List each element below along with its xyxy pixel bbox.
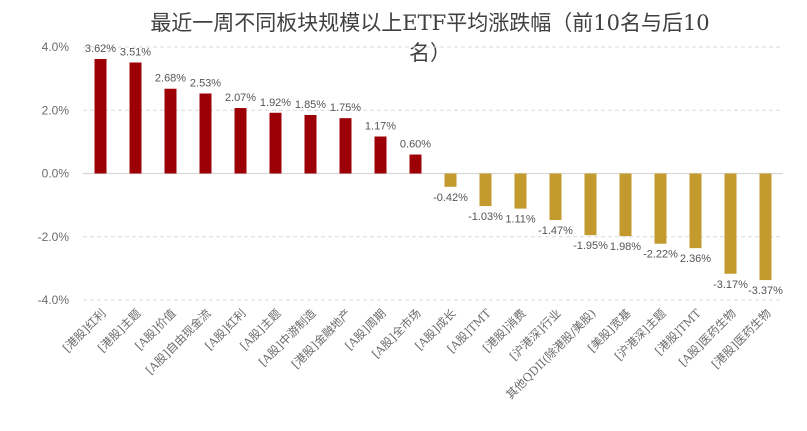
bar	[199, 93, 212, 174]
data-label: 2.68%	[155, 73, 186, 85]
bar	[304, 114, 317, 174]
y-tick-label: -4.0%	[38, 293, 70, 307]
data-label: -1.47%	[538, 225, 573, 237]
bar	[164, 88, 177, 174]
y-tick-label: 4.0%	[42, 40, 70, 54]
bar	[514, 173, 527, 209]
data-label: 2.53%	[190, 77, 221, 89]
data-label: 0.60%	[400, 139, 431, 151]
data-label: 1.11%	[505, 214, 536, 226]
bar	[444, 173, 457, 187]
bar	[619, 173, 632, 237]
bar	[549, 173, 562, 220]
bar	[339, 118, 352, 174]
bar	[654, 173, 667, 244]
data-label: 1.85%	[295, 99, 326, 111]
y-tick-label: 2.0%	[42, 103, 70, 117]
data-label: -3.37%	[748, 285, 783, 297]
y-tick-label: -2.0%	[38, 230, 70, 244]
data-label: 2.07%	[225, 92, 256, 104]
bar	[234, 108, 247, 174]
chart-title-line-1: 最近一周不同板块规模以上ETF平均涨跌幅（前10名与后10	[150, 11, 709, 35]
bar	[584, 173, 597, 236]
bar	[479, 173, 492, 207]
data-label: 1.75%	[330, 102, 361, 114]
bar	[759, 173, 772, 281]
bar	[269, 112, 282, 174]
data-labels: 3.62% 3.51% 2.68% 2.53% 2.07% 1.92% 1.85% 1.75%…	[85, 43, 783, 297]
data-label: 1.92%	[260, 97, 291, 109]
data-label: -1.03%	[468, 211, 503, 223]
bar	[94, 59, 107, 174]
bar	[689, 173, 702, 249]
data-label: 1.17%	[365, 120, 396, 132]
y-axis: 4.0% 2.0% 0.0% -2.0% -4.0%	[38, 40, 70, 307]
gridlines	[83, 46, 783, 301]
data-label: 3.51%	[120, 46, 151, 58]
data-label: -0.42%	[433, 192, 468, 204]
data-label: -3.17%	[713, 279, 748, 291]
bar	[129, 62, 142, 174]
bar	[374, 136, 387, 174]
bar	[409, 154, 422, 174]
y-tick-label: 0.0%	[42, 167, 70, 181]
data-label: -2.22%	[643, 249, 678, 261]
data-label: -1.95%	[573, 240, 608, 252]
bar	[724, 173, 737, 274]
data-label: 1.98%	[610, 241, 641, 253]
x-axis: [港股]红利[港股]主题[A股]价值[A股]自由现金流[A股]红利[A股]主题[…	[60, 306, 774, 402]
data-label: 3.62%	[85, 43, 116, 55]
bars	[94, 59, 772, 281]
data-label: 2.36%	[680, 253, 711, 265]
chart-title-line-2: 名）	[409, 41, 451, 65]
